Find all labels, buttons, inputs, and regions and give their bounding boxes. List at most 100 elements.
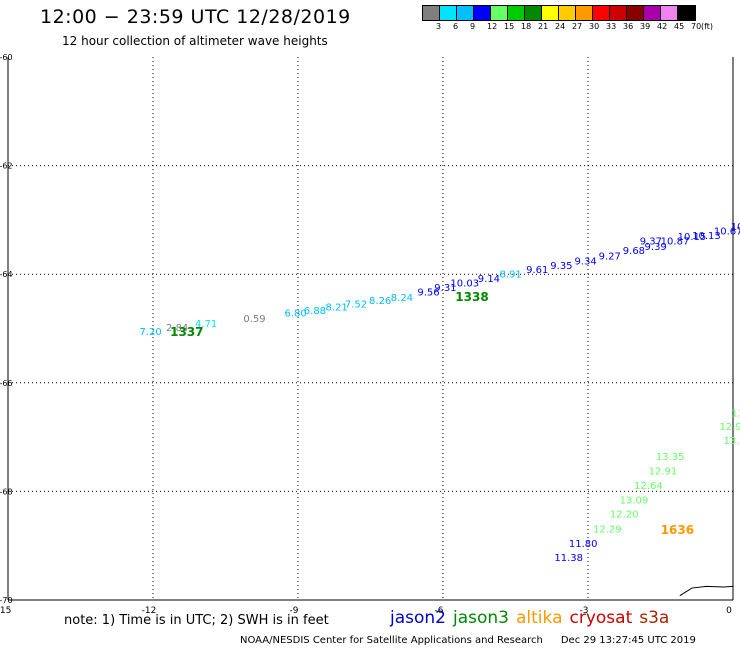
wave-height-label: 9.39 [645, 242, 667, 253]
coastline-path [679, 585, 734, 597]
colorbar-swatch [678, 6, 695, 20]
credit-text: NOAA/NESDIS Center for Satellite Applica… [240, 635, 543, 646]
wave-height-label: 9.14 [478, 274, 500, 285]
colorbar-swatch [610, 6, 627, 20]
wave-height-label: 7.20 [139, 327, 161, 338]
colorbar-labels: 3 6 9 12 15 18 21 24 27 30 33 36 39 42 45 70 (ft) [422, 22, 740, 34]
colorbar-label: 18 [521, 22, 532, 31]
colorbar-swatch [559, 6, 576, 20]
wave-height-label: 13.35 [656, 452, 685, 463]
colorbar-label: 39 [640, 22, 651, 31]
wave-height-label: 11.80 [569, 539, 598, 550]
colorbar-swatch [542, 6, 559, 20]
wave-height-label: 9.27 [599, 252, 621, 263]
wave-height-label: 10.03 [450, 279, 479, 290]
colorbar-label: 33 [606, 22, 617, 31]
colorbar-swatch [644, 6, 661, 20]
wave-height-label: 11.38 [554, 553, 583, 564]
wave-height-label: 13.56 [724, 436, 740, 447]
lat-tick-label: -68 [0, 487, 13, 496]
wave-height-label: 9.68 [623, 246, 645, 257]
colorbar-swatch [491, 6, 508, 20]
map-title: 12:00 − 23:59 UTC 12/28/2019 [40, 6, 351, 28]
colorbar-swatch [661, 6, 678, 20]
colorbar-swatch [423, 6, 440, 20]
colorbar-label: 27 [572, 22, 583, 31]
wave-height-label: 10.67 [714, 227, 740, 238]
colorbar-swatch [576, 6, 593, 20]
pass-time-label: 1636 [661, 523, 694, 537]
colorbar-label: 21 [538, 22, 549, 31]
wave-height-label: 10.15 [678, 232, 707, 243]
lat-tick-label: -62 [0, 162, 13, 171]
colorbar-legend [422, 5, 696, 21]
colorbar-swatch [457, 6, 474, 20]
lat-tick-label: -64 [0, 270, 13, 279]
wave-height-label: 10.13 [692, 231, 721, 242]
lat-tick-label: -70 [0, 596, 13, 605]
wave-height-label: 0.59 [243, 314, 265, 325]
colorbar-swatch [593, 6, 610, 20]
wave-height-label: 8.91 [500, 269, 522, 280]
generated-time: Dec 29 13:27:45 UTC 2019 [560, 635, 696, 646]
colorbar-swatch [440, 6, 457, 20]
pass-time-label: 1338 [455, 290, 488, 304]
wave-height-label: 9.61 [526, 265, 548, 276]
map-subtitle: 12 hour collection of altimeter wave hei… [62, 34, 328, 48]
colorbar-label: 45 [674, 22, 685, 31]
colorbar-swatch [525, 6, 542, 20]
footer-credit: NOAA/NESDIS Center for Satellite Applica… [240, 635, 696, 646]
wave-height-label: 10.13 [731, 222, 740, 233]
wave-height-label: 10.87 [661, 236, 690, 247]
wave-height-label: 4.71 [195, 319, 217, 330]
colorbar-label: 30 [589, 22, 600, 31]
lon-tick-label: -15 [0, 606, 11, 616]
pass-time-label: 1337 [170, 325, 203, 339]
wave-height-label: 6.88 [304, 306, 326, 317]
wave-height-label: 13.09 [620, 495, 649, 506]
satellite-legend-item: altika [516, 608, 563, 628]
altimeter-observations: 7.20 2.84 4.71 0.59 6.806.88 8.217.52 8.26 8.24… [139, 222, 740, 564]
colorbar-label: 36 [623, 22, 634, 31]
wave-height-label: 12.20 [610, 509, 639, 520]
lon-tick-label: -6 [435, 606, 444, 616]
colorbar-swatch [508, 6, 525, 20]
wave-height-label: 8.26 [369, 296, 391, 307]
wave-height-label: 9.34 [574, 256, 596, 267]
axis-labels: -15 -12 -9 -6 -3 0 -60 -62 -64 -66 -68 -70 [0, 53, 732, 616]
wave-height-label: 12.9 [719, 422, 740, 433]
colorbar-label: 6 [453, 22, 459, 31]
lon-tick-label: 0 [726, 606, 732, 616]
wave-height-label: 9.56 [417, 287, 439, 298]
lon-tick-label: -9 [290, 606, 299, 616]
wave-height-label: 8.24 [391, 293, 413, 304]
wave-height-label: 9.31 [434, 283, 456, 294]
wave-height-label: 12.91 [649, 467, 678, 478]
colorbar-swatch [627, 6, 644, 20]
colorbar-label: 9 [470, 22, 476, 31]
colorbar-label: 70 [691, 22, 702, 31]
colorbar-unit: (ft) [701, 22, 714, 31]
wave-height-label: 12.64 [634, 481, 663, 492]
wave-height-label: 9.37 [640, 236, 662, 247]
satellite-legend-item: jason3 [453, 608, 509, 628]
satellite-legend: jason2 jason3 altika cryosat s3a [390, 608, 676, 628]
wave-height-label: 13 [731, 408, 740, 419]
wave-height-label: 12.29 [593, 525, 622, 536]
wave-height-label: 7.52 [345, 299, 367, 310]
wave-height-label: 8.21 [326, 303, 348, 314]
lat-tick-label: -66 [0, 379, 13, 388]
wave-height-label: 6.80 [284, 309, 306, 320]
pass-time-labels: 1337 1338 1636 [170, 290, 694, 537]
coastline [679, 585, 734, 597]
satellite-legend-item: cryosat [569, 608, 633, 628]
colorbar-label: 15 [504, 22, 515, 31]
colorbar-label: 42 [657, 22, 668, 31]
wave-height-label: 9.35 [550, 261, 572, 272]
lon-tick-label: -12 [142, 606, 157, 616]
satellite-legend-item: jason2 [390, 608, 446, 628]
graticule [7, 57, 734, 601]
colorbar-swatch [474, 6, 491, 20]
lat-tick-label: -60 [0, 53, 13, 62]
